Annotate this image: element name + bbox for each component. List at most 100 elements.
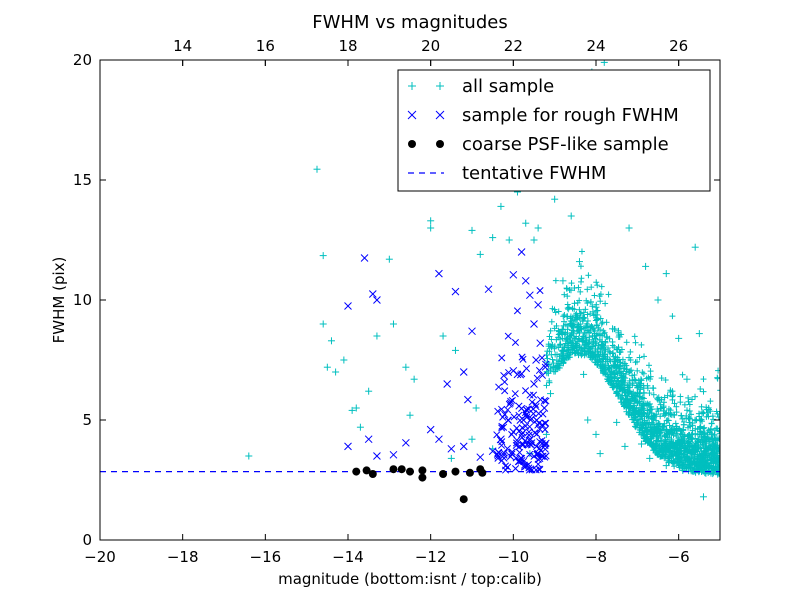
all-sample-point	[675, 462, 682, 469]
all-sample-point	[319, 252, 327, 260]
rough-sample-point	[536, 455, 544, 463]
rough-sample-point	[518, 424, 526, 432]
all-sample-point	[697, 428, 704, 435]
all-sample-point	[692, 435, 699, 442]
all-sample-point	[684, 450, 691, 457]
all-sample-point	[559, 277, 567, 285]
legend-label: coarse PSF-like sample	[462, 134, 669, 155]
all-sample-point	[640, 400, 647, 407]
all-sample-point	[603, 319, 610, 326]
coarse-sample-point	[478, 468, 487, 477]
all-sample-point	[665, 458, 672, 465]
all-sample-point	[560, 348, 567, 355]
all-sample-point	[582, 342, 589, 349]
all-sample-point	[691, 442, 698, 449]
all-sample-point	[685, 398, 692, 405]
all-sample-point	[577, 288, 584, 295]
all-sample-point	[689, 422, 696, 429]
all-sample-point	[602, 366, 609, 373]
all-sample-point	[613, 418, 621, 426]
all-sample-point	[665, 405, 672, 412]
all-sample-point	[584, 416, 592, 424]
rough-sample-point	[502, 466, 510, 474]
all-sample-point	[549, 305, 556, 312]
all-sample-point	[631, 423, 638, 430]
all-sample-point	[626, 409, 633, 416]
rough-sample-point	[504, 463, 512, 471]
rough-sample-point	[539, 410, 547, 418]
all-sample-point	[634, 367, 641, 374]
rough-sample-point	[498, 354, 506, 362]
rough-sample-point	[497, 435, 505, 444]
all-sample-point	[598, 338, 605, 345]
all-sample-point	[686, 407, 693, 414]
rough-sample-point	[542, 452, 550, 460]
all-sample-point	[664, 434, 671, 441]
all-sample-point	[619, 356, 626, 363]
rough-sample-point	[511, 464, 520, 473]
all-sample-point	[564, 301, 571, 308]
all-sample-point	[663, 417, 670, 424]
all-sample-point	[679, 415, 686, 422]
all-sample-point	[688, 436, 695, 443]
all-sample-point	[319, 320, 327, 328]
rough-sample-point	[535, 366, 544, 375]
all-sample-point	[637, 420, 644, 427]
all-sample-point	[557, 341, 564, 348]
all-sample-point	[609, 325, 617, 333]
all-sample-point	[600, 362, 607, 369]
all-sample-point	[717, 463, 720, 465]
rough-sample-point	[519, 355, 527, 363]
rough-sample-point	[520, 457, 528, 465]
all-sample-point	[590, 312, 597, 319]
all-sample-point	[638, 412, 645, 419]
rough-sample-point	[506, 452, 515, 461]
all-sample-point	[577, 310, 584, 317]
all-sample-point	[649, 420, 656, 427]
all-sample-point	[713, 448, 720, 455]
all-sample-point	[610, 349, 617, 356]
rough-sample-point	[538, 437, 546, 445]
all-sample-point	[643, 433, 650, 440]
rough-sample-point	[526, 440, 534, 448]
rough-sample-point	[542, 397, 550, 405]
rough-sample-point	[451, 287, 460, 296]
all-sample-point	[700, 444, 707, 451]
legend-label: all sample	[462, 76, 554, 97]
coarse-sample-point	[418, 466, 427, 475]
all-sample-point	[671, 425, 678, 432]
all-sample-point	[708, 430, 716, 438]
all-sample-point	[709, 435, 716, 442]
all-sample-point	[602, 300, 609, 307]
all-sample-point	[679, 371, 686, 378]
all-sample-point	[389, 320, 397, 328]
all-sample-point	[356, 423, 364, 431]
all-sample-point	[610, 353, 617, 360]
all-sample-point	[625, 354, 633, 362]
all-sample-point	[585, 272, 592, 279]
all-sample-point	[575, 258, 583, 266]
rough-sample-point	[507, 397, 515, 405]
all-sample-point	[439, 332, 447, 340]
legend-entry: sample for rough FWHM	[407, 105, 679, 126]
x-axis-label: magnitude (bottom:isnt / top:calib)	[278, 570, 542, 588]
all-sample-point	[625, 224, 633, 232]
all-sample-point	[582, 306, 589, 313]
all-sample-point	[695, 444, 702, 451]
rough-sample-point	[493, 450, 501, 458]
coarse-sample-point	[352, 467, 361, 476]
y-tick-label: 5	[82, 411, 92, 429]
all-sample-point	[656, 430, 663, 437]
rough-sample-point	[484, 285, 493, 294]
all-sample-point	[700, 429, 707, 436]
all-sample-point	[635, 410, 642, 417]
all-sample-point	[651, 414, 658, 421]
all-sample-point	[571, 350, 578, 357]
all-sample-point	[591, 327, 598, 334]
all-sample-point	[705, 404, 712, 411]
all-sample-point	[710, 457, 717, 464]
all-sample-point	[555, 308, 562, 315]
all-sample-point	[583, 320, 590, 327]
all-sample-point	[656, 449, 663, 456]
